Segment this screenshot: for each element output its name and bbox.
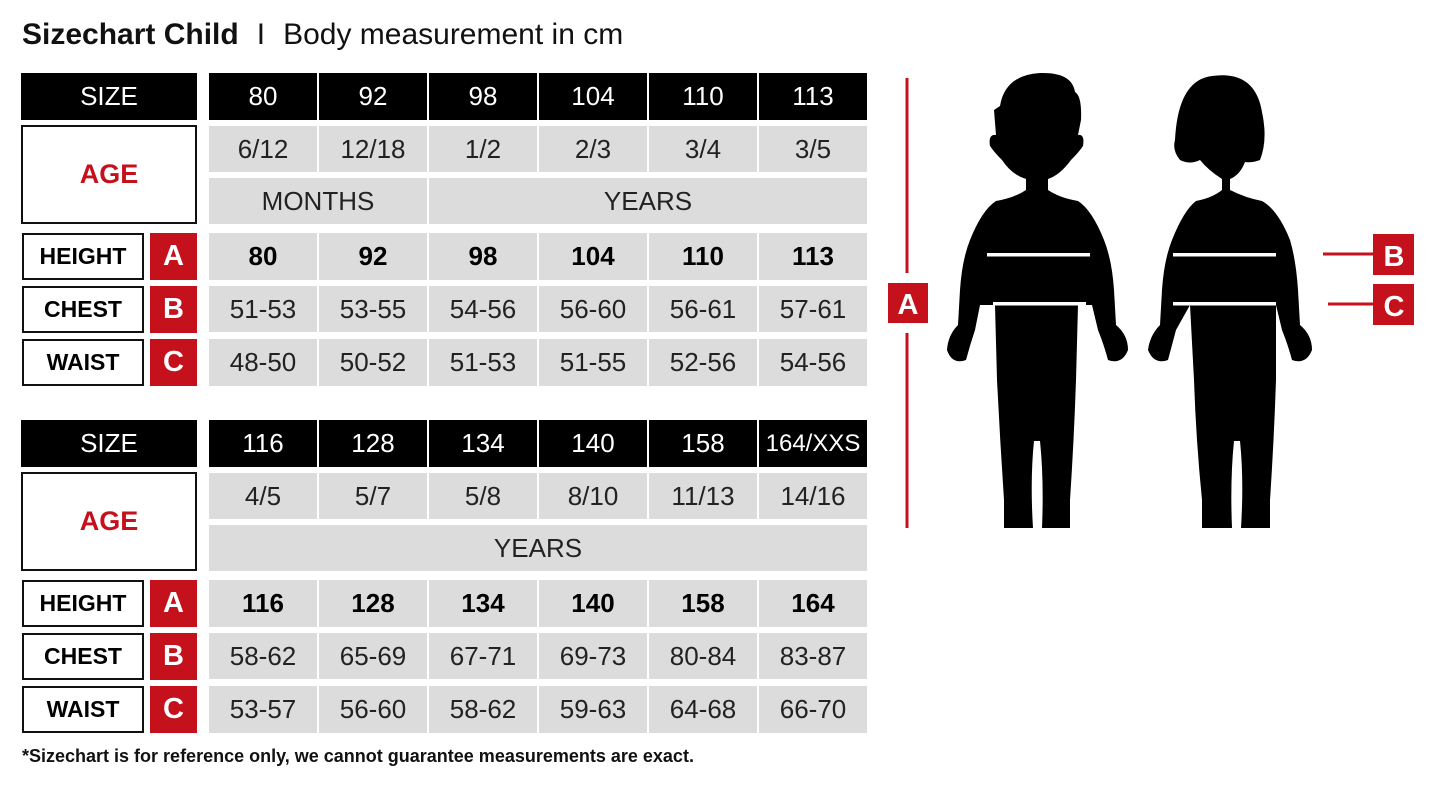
chest-cell: 67-71 xyxy=(429,633,537,679)
height-cell: 140 xyxy=(539,580,647,627)
size-header: 113 xyxy=(759,73,867,120)
chest-letter-b: B xyxy=(150,633,197,680)
size-header: 98 xyxy=(429,73,537,120)
height-cell: 92 xyxy=(319,233,427,280)
height-cell: 164 xyxy=(759,580,867,627)
title-main: Sizechart Child xyxy=(22,18,239,51)
diagram-label-c: C xyxy=(1384,291,1405,323)
waist-cell: 56-60 xyxy=(319,686,427,733)
age-unit-cell: YEARS xyxy=(209,525,867,571)
age-cell: 12/18 xyxy=(319,126,427,172)
height-cell: 113 xyxy=(759,233,867,280)
size-header: 134 xyxy=(429,420,537,467)
age-unit-cell: YEARS xyxy=(429,178,867,224)
age-cell: 5/8 xyxy=(429,473,537,519)
age-cell: 14/16 xyxy=(759,473,867,519)
title-sub: Body measurement in cm xyxy=(283,18,624,51)
age-cell: 8/10 xyxy=(539,473,647,519)
waist-cell: 59-63 xyxy=(539,686,647,733)
chest-cell: 69-73 xyxy=(539,633,647,679)
size-header: 104 xyxy=(539,73,647,120)
waist-cell: 48-50 xyxy=(209,339,317,386)
chest-cell: 51-53 xyxy=(209,286,317,332)
size-header: 110 xyxy=(649,73,757,120)
waist-label: WAIST xyxy=(22,339,144,386)
height-cell: 110 xyxy=(649,233,757,280)
chest-cell: 53-55 xyxy=(319,286,427,332)
height-cell: 80 xyxy=(209,233,317,280)
size-header: 158 xyxy=(649,420,757,467)
chest-cell: 56-61 xyxy=(649,286,757,332)
height-cell: 134 xyxy=(429,580,537,627)
height-cell: 104 xyxy=(539,233,647,280)
chest-label: CHEST xyxy=(22,633,144,680)
size-header: 128 xyxy=(319,420,427,467)
chest-cell: 58-62 xyxy=(209,633,317,679)
age-cell: 1/2 xyxy=(429,126,537,172)
height-cell: 128 xyxy=(319,580,427,627)
page-title: Sizechart Child I Body measurement in cm xyxy=(22,18,623,52)
age-cell: 4/5 xyxy=(209,473,317,519)
chest-indicator: B xyxy=(1323,234,1414,275)
size-header: 164/XXS xyxy=(759,420,867,467)
waist-indicator: C xyxy=(1328,284,1414,325)
height-cell: 158 xyxy=(649,580,757,627)
age-cell: 2/3 xyxy=(539,126,647,172)
height-label: HEIGHT xyxy=(22,233,144,280)
chest-cell: 80-84 xyxy=(649,633,757,679)
waist-letter-c: C xyxy=(150,339,197,386)
size-header: 92 xyxy=(319,73,427,120)
chest-cell: 83-87 xyxy=(759,633,867,679)
chest-cell: 54-56 xyxy=(429,286,537,332)
age-cell: 11/13 xyxy=(649,473,757,519)
diagram-label-b: B xyxy=(1384,241,1405,273)
waist-cell: 58-62 xyxy=(429,686,537,733)
height-cell: 98 xyxy=(429,233,537,280)
waist-label: WAIST xyxy=(22,686,144,733)
height-letter-a: A xyxy=(150,233,197,280)
waist-cell: 52-56 xyxy=(649,339,757,386)
chest-letter-b: B xyxy=(150,286,197,333)
age-unit-cell: MONTHS xyxy=(209,178,427,224)
waist-letter-c: C xyxy=(150,686,197,733)
age-cell: 5/7 xyxy=(319,473,427,519)
chest-cell: 65-69 xyxy=(319,633,427,679)
height-indicator: A xyxy=(888,78,928,528)
size-label: SIZE xyxy=(21,73,197,120)
size-header: 80 xyxy=(209,73,317,120)
waist-cell: 54-56 xyxy=(759,339,867,386)
age-label: AGE xyxy=(21,125,197,224)
age-cell: 3/4 xyxy=(649,126,757,172)
waist-cell: 64-68 xyxy=(649,686,757,733)
waist-cell: 51-53 xyxy=(429,339,537,386)
boy-silhouette xyxy=(947,72,1128,528)
waist-cell: 53-57 xyxy=(209,686,317,733)
height-cell: 116 xyxy=(209,580,317,627)
chest-label: CHEST xyxy=(22,286,144,333)
size-header: 116 xyxy=(209,420,317,467)
diagram-label-a: A xyxy=(898,289,919,321)
size-header: 140 xyxy=(539,420,647,467)
footnote: *Sizechart is for reference only, we can… xyxy=(22,746,694,766)
size-label: SIZE xyxy=(21,420,197,467)
age-cell: 3/5 xyxy=(759,126,867,172)
chest-cell: 57-61 xyxy=(759,286,867,332)
waist-cell: 50-52 xyxy=(319,339,427,386)
girl-silhouette xyxy=(1148,75,1312,528)
title-separator: I xyxy=(256,18,266,51)
waist-cell: 51-55 xyxy=(539,339,647,386)
waist-cell: 66-70 xyxy=(759,686,867,733)
height-label: HEIGHT xyxy=(22,580,144,627)
age-cell: 6/12 xyxy=(209,126,317,172)
chest-cell: 56-60 xyxy=(539,286,647,332)
age-label: AGE xyxy=(21,472,197,571)
height-letter-a: A xyxy=(150,580,197,627)
